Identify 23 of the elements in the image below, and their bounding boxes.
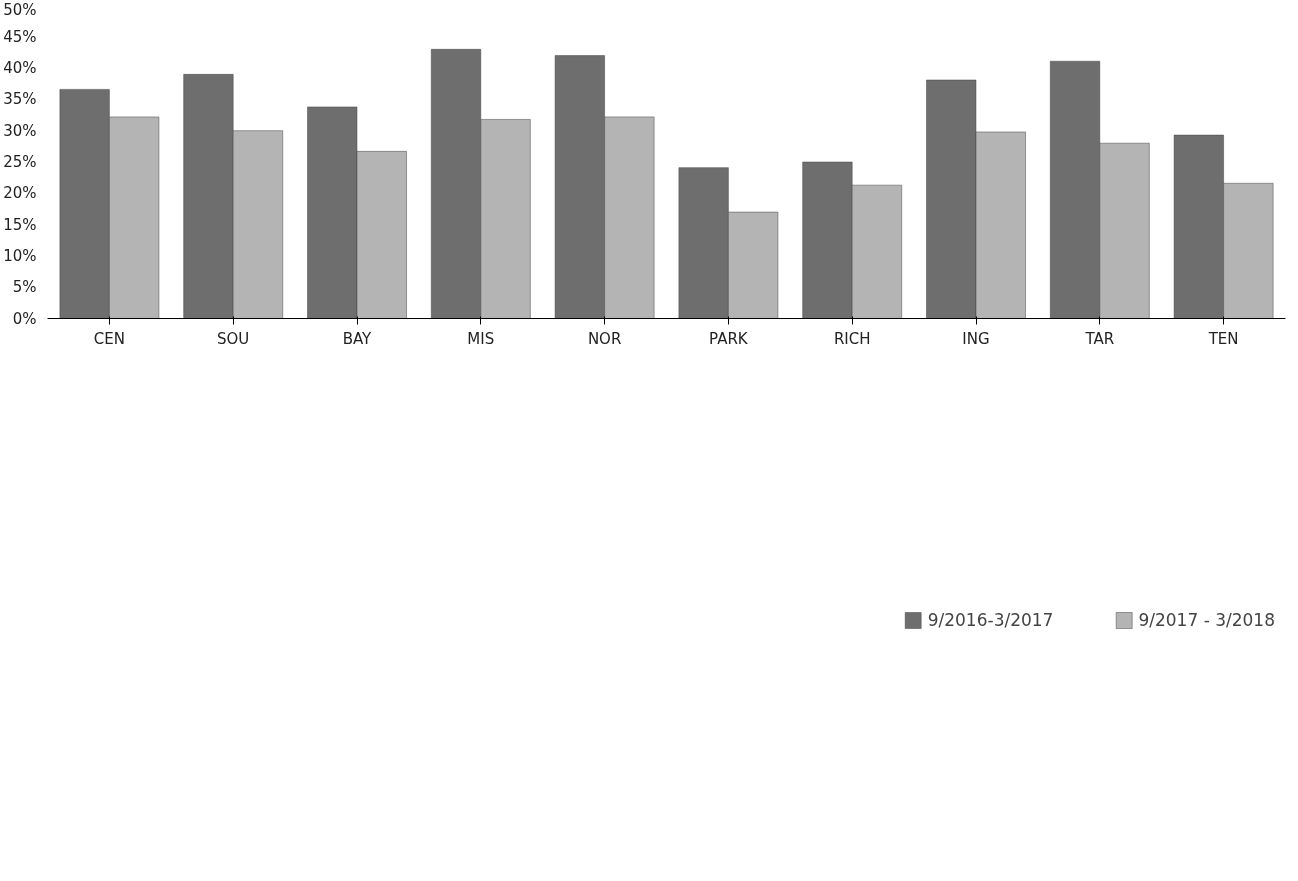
- x-tick-label: ING: [962, 329, 990, 348]
- y-tick-label: 45%: [3, 27, 37, 46]
- y-tick-label: 25%: [3, 153, 37, 171]
- y-tick-label: 20%: [3, 184, 37, 203]
- y-tick-label: 40%: [3, 59, 37, 78]
- y-tick-label: 30%: [3, 121, 37, 140]
- y-tick-label: 50%: [3, 0, 37, 19]
- x-tick-label: NOR: [587, 329, 622, 348]
- x-tick-label: BAY: [342, 329, 373, 348]
- y-tick-label: 10%: [3, 246, 37, 265]
- x-tick-label: TAR: [1084, 329, 1115, 348]
- x-tick-label: TEN: [1207, 329, 1239, 348]
- legend-label: 9/2017 - 3/2018: [1138, 610, 1275, 630]
- y-tick-label: 35%: [3, 90, 37, 109]
- y-tick-label: 0%: [12, 309, 37, 328]
- y-tick-label: 5%: [12, 278, 37, 297]
- x-tick-label: RICH: [833, 329, 871, 348]
- legend-label: 9/2016-3/2017: [927, 610, 1054, 630]
- y-tick-label: 15%: [3, 215, 37, 234]
- x-tick-label: MIS: [467, 329, 495, 348]
- x-tick-label: PARK: [709, 329, 749, 348]
- x-tick-label: CEN: [93, 329, 125, 348]
- x-tick-label: SOU: [217, 329, 250, 348]
